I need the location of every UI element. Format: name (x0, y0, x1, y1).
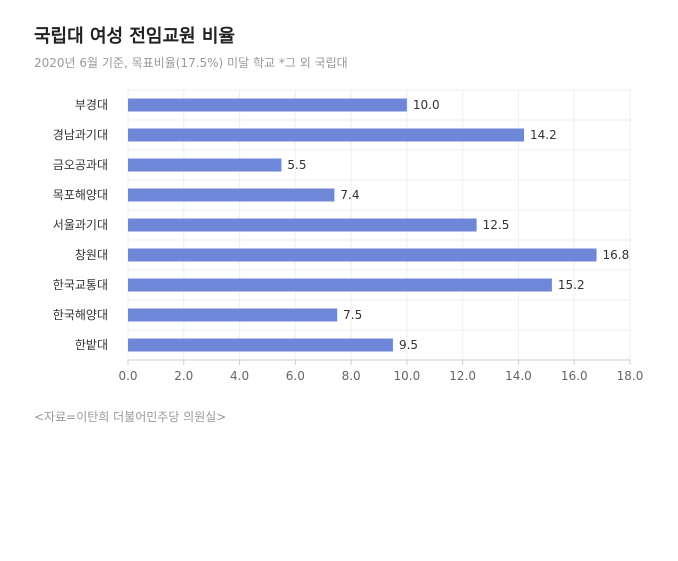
value-label: 5.5 (287, 158, 306, 172)
chart-subtitle: 2020년 6월 기준, 목표비율(17.5%) 미달 학교 *그 외 국립대 (34, 56, 348, 70)
category-label: 경남과기대 (53, 128, 108, 142)
x-tick-label: 0.0 (118, 369, 137, 383)
category-label: 목포해양대 (53, 188, 108, 202)
category-label: 한밭대 (75, 338, 108, 352)
bar (128, 338, 393, 352)
x-tick-label: 2.0 (174, 369, 193, 383)
bar (128, 128, 525, 142)
bar (128, 158, 282, 172)
chart-title: 국립대 여성 전임교원 비율 (34, 26, 235, 47)
value-label: 12.5 (483, 218, 510, 232)
bar (128, 308, 338, 322)
x-tick-label: 14.0 (505, 369, 532, 383)
value-label: 10.0 (413, 98, 440, 112)
value-label: 7.5 (343, 308, 362, 322)
bar (128, 98, 407, 112)
category-label: 부경대 (75, 98, 108, 112)
bar (128, 188, 335, 202)
x-tick-label: 18.0 (617, 369, 644, 383)
x-tick-label: 8.0 (342, 369, 361, 383)
value-label: 14.2 (530, 128, 557, 142)
category-label: 금오공과대 (53, 158, 108, 172)
bar (128, 248, 597, 262)
category-label: 서울과기대 (53, 218, 108, 232)
value-labels: 10.0 14.2 5.5 7.4 12.5 16.8 15.2 7.5 9.5 (287, 98, 629, 352)
bar (128, 218, 477, 232)
value-label: 16.8 (603, 248, 630, 262)
x-axis: 0.0 2.0 4.0 6.0 8.0 10.0 12.0 14.0 16.0 18.0 (118, 359, 644, 383)
x-tick-label: 6.0 (286, 369, 305, 383)
bars (128, 98, 597, 352)
value-label: 9.5 (399, 338, 418, 352)
x-tick-label: 12.0 (449, 369, 476, 383)
x-tick-label: 16.0 (561, 369, 588, 383)
category-label: 한국교통대 (53, 278, 108, 292)
bar-chart: 부경대경남과기대금오공과대목포해양대서울과기대창원대한국교통대한국해양대한밭대 … (53, 89, 644, 383)
value-label: 15.2 (558, 278, 585, 292)
bar (128, 278, 552, 292)
x-tick-label: 4.0 (230, 369, 249, 383)
value-label: 7.4 (340, 188, 359, 202)
x-tick-label: 10.0 (394, 369, 421, 383)
source-note: <자료=이탄희 더불어민주당 의원실> (34, 410, 227, 424)
category-label: 창원대 (75, 248, 108, 262)
category-label: 한국해양대 (53, 308, 108, 322)
